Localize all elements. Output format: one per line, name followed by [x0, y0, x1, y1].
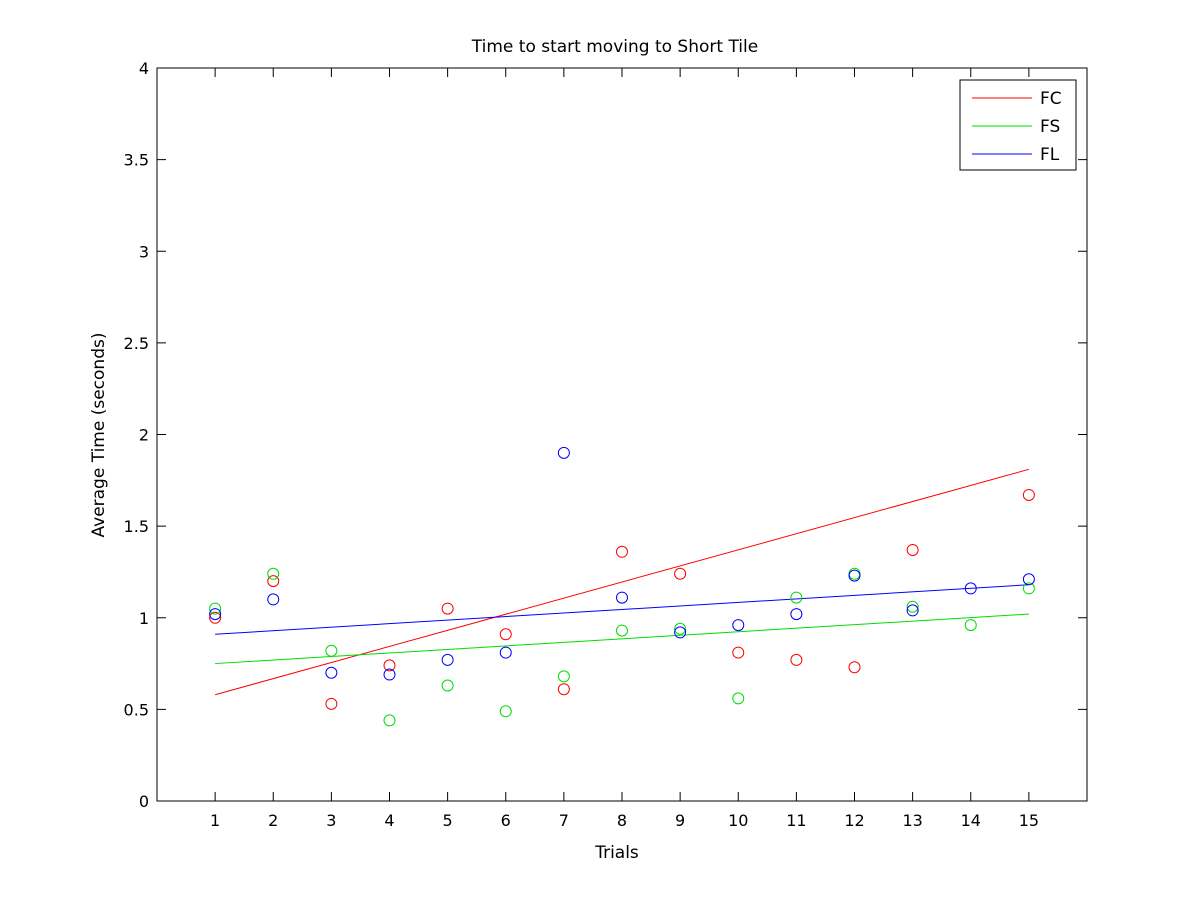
- marker-fc: [848, 661, 861, 674]
- y-tick-label: 1: [139, 609, 149, 628]
- x-axis-title: Trials: [594, 843, 639, 863]
- marker-fl: [616, 591, 628, 604]
- trend-line-fc: [214, 468, 1030, 696]
- marker-fc: [209, 611, 222, 624]
- legend-label-fl: FL: [1040, 145, 1060, 165]
- marker-fc: [906, 543, 919, 556]
- trend-lines: [214, 468, 1030, 696]
- marker-fs: [616, 624, 628, 637]
- plot-area: [156, 67, 1088, 802]
- marker-fl: [1022, 573, 1035, 586]
- marker-fs: [499, 705, 512, 718]
- marker-fs: [557, 670, 570, 683]
- y-axis: 0 0.5 1 1.5 2 2.5 3 3.5 4: [124, 59, 1087, 811]
- marker-fl: [790, 608, 803, 621]
- x-tick-label: 13: [902, 811, 922, 830]
- marker-fc: [441, 602, 454, 615]
- marker-fc: [1022, 488, 1035, 501]
- y-axis-title: Average Time (seconds): [89, 333, 109, 538]
- x-tick-label: 12: [844, 811, 864, 830]
- y-tick-label: 4: [139, 59, 149, 78]
- x-tick-label: 6: [501, 811, 511, 830]
- marker-fs: [790, 591, 803, 604]
- marker-fl: [325, 666, 338, 679]
- marker-fl: [267, 593, 280, 606]
- marker-fl: [906, 604, 919, 617]
- marker-fl: [209, 608, 222, 621]
- marker-fs: [383, 714, 396, 727]
- marker-fs: [674, 622, 687, 635]
- marker-fs: [906, 600, 919, 613]
- x-tick-label: 7: [559, 811, 569, 830]
- x-tick-label: 9: [675, 811, 685, 830]
- marker-fc: [267, 575, 280, 588]
- marker-fc: [499, 628, 512, 641]
- x-tick-label: 4: [384, 811, 394, 830]
- marker-fc: [616, 545, 628, 558]
- chart-title: Time to start moving to Short Tile: [471, 37, 758, 57]
- y-tick-label: 3: [139, 242, 149, 261]
- legend-box: [959, 79, 1077, 171]
- y-tick-label: 2.5: [124, 334, 149, 353]
- y-tick-label: 1.5: [124, 517, 149, 536]
- marker-fc: [325, 697, 338, 710]
- x-tick-label: 15: [1019, 811, 1039, 830]
- legend: FC FS FL: [959, 79, 1077, 171]
- marker-fs: [267, 567, 280, 580]
- marker-fs: [325, 644, 338, 657]
- marker-fl: [499, 646, 512, 659]
- marker-fl: [732, 619, 745, 632]
- marker-fs: [209, 602, 222, 615]
- x-tick-label: 10: [728, 811, 748, 830]
- marker-fl: [674, 626, 687, 639]
- x-tick-label: 5: [443, 811, 453, 830]
- trend-line-fs: [215, 613, 1029, 665]
- trend-line-fl: [215, 584, 1029, 635]
- marker-fs: [964, 619, 977, 632]
- y-tick-label: 0.5: [124, 700, 149, 719]
- x-tick-label: 2: [268, 811, 278, 830]
- x-tick-label: 11: [786, 811, 806, 830]
- marker-fc: [790, 653, 803, 666]
- legend-label-fs: FS: [1040, 117, 1060, 137]
- marker-fs: [732, 692, 745, 705]
- marker-fl: [848, 569, 861, 582]
- marker-fs: [1022, 582, 1035, 595]
- x-axis: 1 2 3 4 5 6 7 8 9 10 11 12 13 14 15: [210, 68, 1039, 830]
- x-tick-label: 3: [326, 811, 336, 830]
- marker-fc: [732, 646, 745, 659]
- legend-label-fc: FC: [1040, 89, 1062, 109]
- marker-fl: [441, 653, 454, 666]
- y-tick-label: 3.5: [124, 151, 149, 170]
- marker-fs: [441, 679, 454, 692]
- y-tick-label: 2: [139, 426, 149, 445]
- x-tick-label: 14: [961, 811, 981, 830]
- marker-fc: [557, 683, 570, 696]
- y-tick-label: 0: [139, 792, 149, 811]
- marker-fc: [383, 659, 396, 672]
- marker-fl: [383, 668, 396, 681]
- x-tick-label: 8: [617, 811, 627, 830]
- data-markers: [209, 446, 1035, 727]
- x-tick-label: 1: [210, 811, 220, 830]
- marker-fl: [964, 582, 977, 595]
- marker-fc: [674, 567, 687, 580]
- marker-fl: [557, 446, 570, 459]
